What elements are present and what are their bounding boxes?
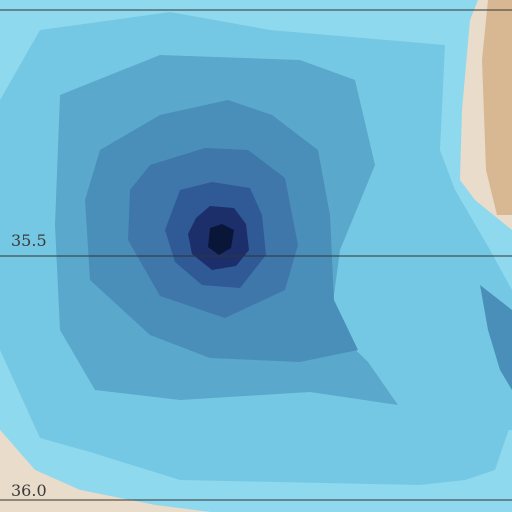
depth-contour-channel-1	[455, 190, 512, 430]
latitude-label-36-0: 36.0	[11, 481, 47, 500]
latitude-label-35-5: 35.5	[11, 231, 47, 250]
depth-contour-channel-2	[480, 285, 512, 390]
depth-contour-7	[208, 224, 234, 255]
land-area	[0, 430, 210, 512]
land-area-dark	[482, 0, 512, 215]
